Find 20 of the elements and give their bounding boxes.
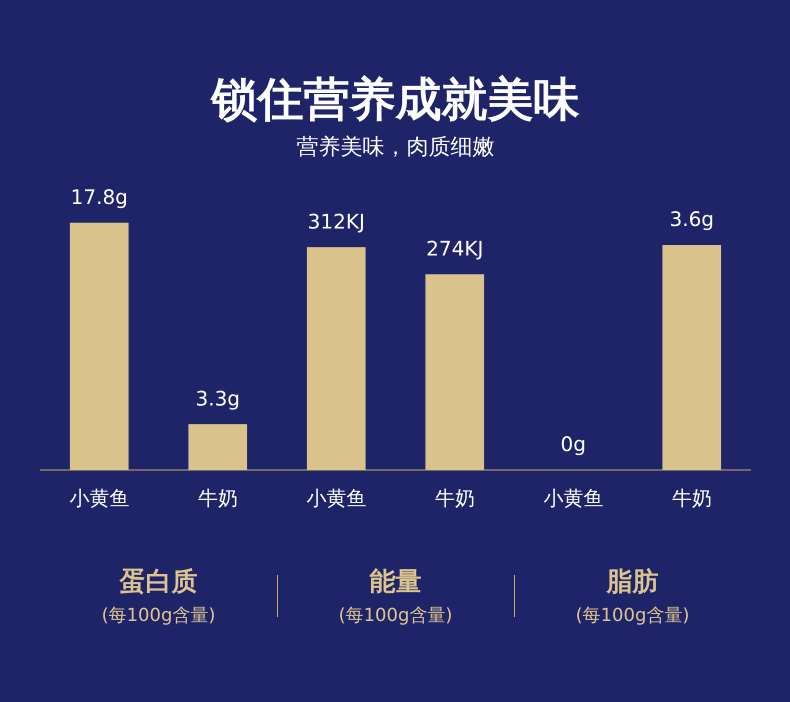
data-label: 0g — [560, 432, 586, 456]
chart-title: 锁住营养成就美味 — [209, 71, 580, 128]
x-tick-label: 牛奶 — [198, 486, 238, 510]
x-tick-label: 小黄鱼 — [69, 486, 130, 510]
data-label: 3.3g — [195, 386, 240, 410]
data-label: 312KJ — [308, 209, 365, 234]
x-axis-title: 能量 — [368, 566, 422, 599]
x-tick-label: 牛奶 — [672, 486, 712, 510]
text: (每100g含量) — [100, 604, 216, 627]
data-label: 3.6g — [669, 207, 714, 232]
x-axis-title: 脂肪 — [605, 566, 660, 599]
text: (每100g含量) — [338, 604, 454, 627]
x-axis-title: 蛋白质 — [118, 566, 198, 599]
x-tick-label: 小黄鱼 — [306, 486, 366, 510]
x-tick-label: 牛奶 — [434, 486, 475, 510]
x-tick-label: 小黄鱼 — [543, 486, 604, 510]
data-label: 17.8g — [70, 184, 128, 209]
chart-subtitle: 营养美味，肉质细嫩 — [296, 134, 496, 162]
text: (每100g含量) — [574, 604, 690, 627]
data-label: 274KJ — [426, 236, 484, 260]
